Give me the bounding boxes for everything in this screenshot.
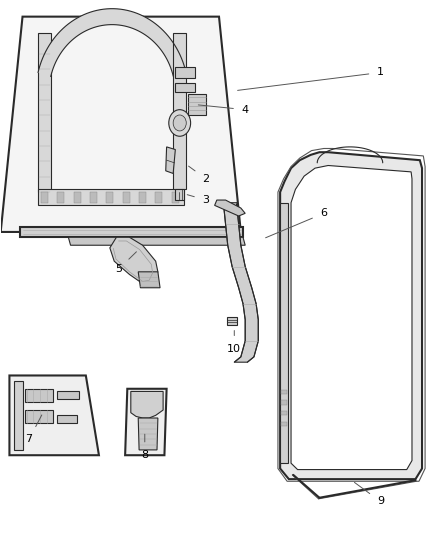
Polygon shape [281, 390, 287, 394]
Polygon shape [223, 203, 258, 362]
Polygon shape [172, 192, 179, 203]
Polygon shape [57, 415, 77, 423]
Polygon shape [173, 33, 186, 189]
Polygon shape [175, 189, 184, 200]
Polygon shape [280, 152, 422, 479]
Polygon shape [1, 17, 241, 232]
Polygon shape [74, 192, 81, 203]
Polygon shape [125, 389, 166, 455]
Polygon shape [38, 189, 184, 205]
Polygon shape [139, 192, 146, 203]
Circle shape [169, 110, 191, 136]
Polygon shape [175, 83, 195, 92]
Polygon shape [175, 67, 195, 78]
Polygon shape [20, 227, 243, 237]
Polygon shape [131, 391, 163, 418]
Polygon shape [227, 317, 237, 325]
Polygon shape [281, 400, 287, 405]
Polygon shape [166, 147, 175, 173]
Polygon shape [25, 410, 53, 423]
Text: 7: 7 [25, 415, 42, 445]
Polygon shape [57, 391, 79, 399]
Text: 4: 4 [198, 104, 249, 115]
Polygon shape [90, 192, 97, 203]
Polygon shape [25, 389, 53, 402]
Polygon shape [138, 418, 158, 450]
Polygon shape [188, 94, 206, 115]
Text: 5: 5 [115, 252, 136, 274]
Polygon shape [215, 200, 245, 216]
Polygon shape [280, 203, 288, 463]
Polygon shape [38, 9, 186, 77]
Polygon shape [155, 192, 162, 203]
Text: 6: 6 [265, 208, 327, 238]
Polygon shape [68, 237, 245, 245]
Polygon shape [281, 422, 287, 426]
Text: 2: 2 [189, 166, 209, 184]
Polygon shape [106, 192, 113, 203]
Polygon shape [38, 33, 51, 192]
Polygon shape [57, 192, 64, 203]
Circle shape [173, 115, 186, 131]
Polygon shape [110, 237, 158, 285]
Text: 1: 1 [237, 68, 384, 91]
Text: 9: 9 [354, 482, 384, 506]
Text: 3: 3 [187, 195, 209, 205]
Polygon shape [41, 192, 48, 203]
Polygon shape [281, 411, 287, 415]
Polygon shape [291, 165, 412, 470]
Polygon shape [138, 272, 160, 288]
Polygon shape [10, 375, 99, 455]
Text: 10: 10 [227, 330, 241, 354]
Polygon shape [14, 381, 22, 450]
Text: 8: 8 [141, 434, 148, 460]
Polygon shape [123, 192, 130, 203]
